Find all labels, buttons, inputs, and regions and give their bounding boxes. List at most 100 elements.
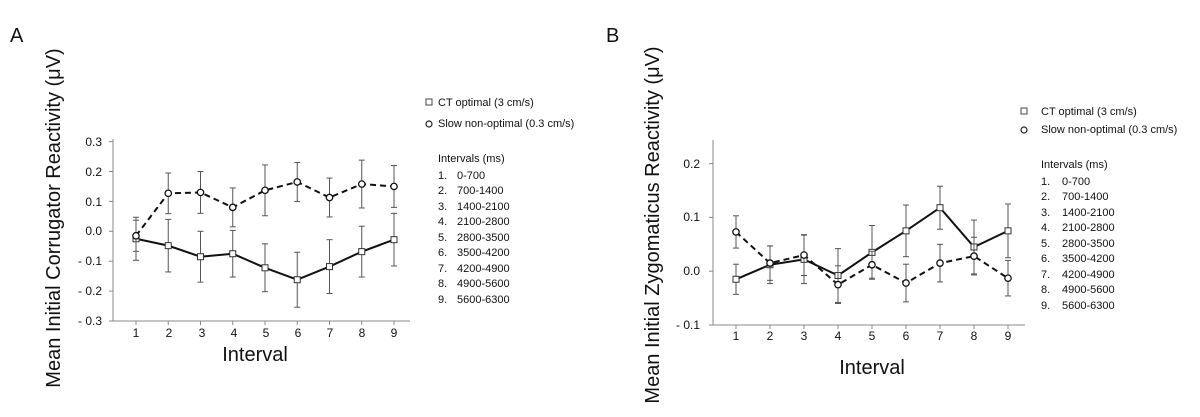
panel-b-point-slow-non-optimal — [936, 259, 944, 267]
interval-range: 2800-3500 — [1062, 238, 1115, 250]
panel-b-point-slow-non-optimal — [766, 259, 774, 267]
panel-b-x-tick-label: 2 — [767, 329, 774, 343]
legend-label-slow-non-optimal: Slow non-optimal (0.3 cm/s) — [1041, 124, 1177, 136]
interval-range: 4900-5600 — [1062, 284, 1115, 296]
panel-a-point-slow-non-optimal — [196, 188, 205, 197]
panel-a-x-tick-label: 2 — [166, 326, 173, 340]
panel-a-point-slow-non-optimal — [390, 182, 398, 191]
panel-b-x-tick-label: 8 — [971, 329, 978, 343]
panel-b-point-ct-optimal — [1004, 227, 1012, 235]
interval-number: 6. — [1041, 253, 1050, 265]
interval-number: 9. — [438, 294, 447, 306]
panel-a-y-tick-label: 0.2 — [85, 165, 102, 179]
panel-b-point-slow-non-optimal — [902, 279, 910, 287]
interval-range: 4200-4900 — [457, 263, 510, 275]
panel-a-y-tick-label: 0.1 — [85, 195, 102, 209]
interval-number: 5. — [438, 232, 447, 244]
panel-b-point-slow-non-optimal — [1004, 274, 1012, 283]
panel-b-x-tick-label: 1 — [733, 329, 740, 343]
panel-b-x-tick-label: 7 — [937, 329, 944, 343]
interval-number: 4. — [1041, 222, 1050, 234]
panel-a-point-ct-optimal — [261, 264, 269, 272]
panel-b-point-slow-non-optimal — [834, 280, 842, 289]
panel-b-y-tick-label: 0.2 — [683, 157, 700, 171]
panel-a-point-ct-optimal — [390, 236, 398, 244]
interval-range: 5600-6300 — [1062, 300, 1115, 312]
panel-a: A Mean Initial Corrugator Reactivity (μV… — [10, 25, 574, 388]
interval-range: 2100-2800 — [457, 216, 510, 228]
panel-b-x-tick-label: 5 — [869, 329, 876, 343]
interval-range: 1400-2100 — [457, 201, 510, 213]
panel-a-y-tick-label: 0.0 — [85, 224, 102, 238]
interval-number: 7. — [1041, 269, 1050, 281]
interval-number: 8. — [1041, 284, 1050, 296]
panel-a-point-slow-non-optimal — [261, 186, 269, 195]
interval-range: 5600-6300 — [457, 294, 510, 306]
panel-a-y-tick-label: 0.3 — [85, 135, 102, 149]
interval-number: 2. — [1041, 191, 1050, 203]
panel-b-point-slow-non-optimal — [868, 260, 876, 269]
panel-a-point-slow-non-optimal — [164, 189, 173, 198]
panel-b-point-ct-optimal — [732, 275, 740, 283]
interval-range: 0-700 — [1062, 176, 1090, 188]
panel-b-plot-area — [709, 140, 1025, 329]
legend-circle-marker — [1020, 126, 1028, 134]
legend-label-ct-optimal: CT optimal (3 cm/s) — [438, 97, 534, 109]
panel-b-x-tick-label: 4 — [835, 329, 842, 343]
panel-b-y-tick-label: 0.0 — [683, 264, 700, 278]
panel-b-point-slow-non-optimal — [732, 228, 740, 236]
interval-range: 1400-2100 — [1062, 207, 1115, 219]
panel-a-point-ct-optimal — [326, 263, 333, 271]
legend-label-slow-non-optimal: Slow non-optimal (0.3 cm/s) — [438, 118, 574, 130]
intervals-title: Intervals (ms) — [1041, 159, 1108, 171]
interval-number: 1. — [1041, 176, 1050, 188]
panel-b-point-slow-non-optimal — [800, 251, 808, 259]
panel-a-x-tick-label: 7 — [327, 326, 334, 340]
legend-label-ct-optimal: CT optimal (3 cm/s) — [1041, 106, 1137, 118]
panel-a-point-slow-non-optimal — [293, 178, 302, 186]
panel-a-y-tick-label: - 0.2 — [78, 284, 102, 298]
panel-a-point-ct-optimal — [358, 248, 366, 256]
panel-a-y-tick-label: - 0.1 — [78, 254, 102, 268]
interval-range: 700-1400 — [457, 185, 504, 197]
interval-number: 6. — [438, 247, 447, 259]
panel-b-x-tick-label: 3 — [801, 329, 808, 343]
interval-range: 3500-4200 — [457, 247, 510, 259]
legend-circle-marker — [425, 120, 433, 128]
interval-number: 7. — [438, 263, 447, 275]
panel-b-x-axis-label: Interval — [839, 357, 905, 379]
panel-a-x-axis-label: Interval — [222, 344, 288, 366]
intervals-list: Intervals (ms) 1. 0-700 2. 700-1400 3. 1… — [1041, 159, 1115, 312]
panel-a-x-tick-label: 1 — [133, 326, 140, 340]
interval-range: 4200-4900 — [1062, 269, 1115, 281]
panel-a-point-ct-optimal — [164, 242, 172, 250]
panel-b-letter: B — [606, 25, 619, 47]
panel-a-series-line-slow-non-optimal — [135, 180, 395, 237]
interval-number: 2. — [438, 185, 447, 197]
panel-a-letter: A — [10, 25, 24, 47]
panel-a-x-tick-label: 6 — [295, 326, 302, 340]
panel-a-x-tick-label: 8 — [359, 326, 366, 340]
panel-b-point-ct-optimal — [902, 227, 910, 235]
interval-range: 0-700 — [457, 170, 485, 182]
interval-number: 3. — [438, 201, 447, 213]
panel-a-point-ct-optimal — [293, 276, 301, 284]
interval-number: 4. — [438, 216, 447, 228]
panel-a-point-slow-non-optimal — [132, 231, 140, 240]
panel-a-x-tick-label: 9 — [391, 326, 398, 340]
panel-b-point-slow-non-optimal — [970, 252, 978, 260]
interval-range: 700-1400 — [1062, 191, 1109, 203]
interval-number: 9. — [1041, 300, 1050, 312]
panel-b-y-axis-label: Mean Initial Zygomaticus Reactivity (μV) — [642, 46, 664, 403]
panel-a-x-tick-label: 5 — [263, 326, 270, 340]
interval-range: 3500-4200 — [1062, 253, 1115, 265]
panel-b-y-tick-label: - 0.1 — [676, 318, 700, 332]
legend-square-marker — [1020, 107, 1028, 115]
panel-a-y-axis-label: Mean Initial Corrugator Reactivity (μV) — [43, 48, 65, 387]
interval-range: 2800-3500 — [457, 232, 510, 244]
legend-square-marker — [425, 98, 433, 106]
interval-range: 2100-2800 — [1062, 222, 1115, 234]
panel-a-point-slow-non-optimal — [357, 180, 366, 188]
interval-range: 4900-5600 — [457, 278, 510, 290]
